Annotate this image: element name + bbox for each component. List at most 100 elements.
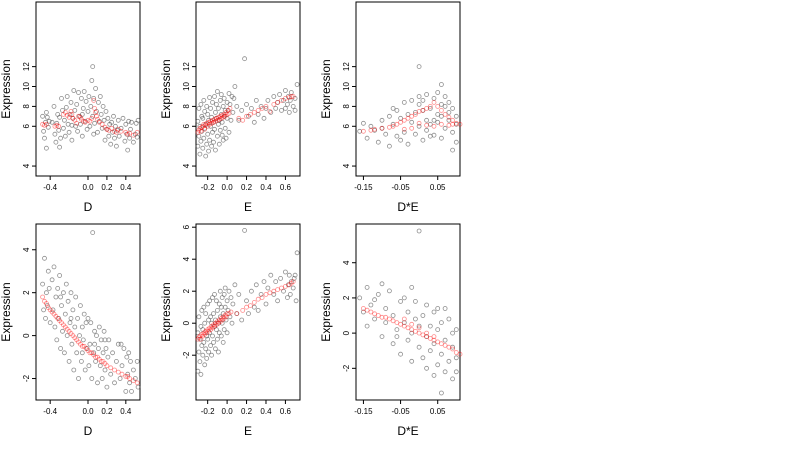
data-point <box>80 106 86 111</box>
data-point <box>207 298 213 304</box>
data-point <box>198 128 204 134</box>
data-point <box>40 113 45 119</box>
data-point <box>212 317 218 323</box>
data-point <box>118 125 124 131</box>
x-tick-label: 0.6 <box>280 407 292 416</box>
data-point <box>74 337 80 343</box>
data-point <box>201 304 207 310</box>
data-point <box>438 320 444 326</box>
data-point <box>453 120 459 126</box>
data-point <box>234 311 240 317</box>
data-point <box>420 313 426 318</box>
data-point <box>45 305 51 311</box>
data-point <box>73 294 79 300</box>
x-tick-label: 0.0 <box>222 183 234 192</box>
data-point <box>223 314 229 320</box>
data-point <box>450 376 456 382</box>
data-point <box>66 358 72 364</box>
data-point <box>379 117 385 123</box>
data-point <box>412 316 418 322</box>
data-point <box>210 333 215 339</box>
data-point <box>431 100 437 105</box>
data-point <box>125 147 131 153</box>
data-point <box>390 313 396 318</box>
data-point <box>94 109 99 114</box>
data-point <box>412 328 418 334</box>
data-point <box>424 127 430 133</box>
data-point <box>53 294 59 300</box>
data-point <box>240 307 246 313</box>
data-point <box>211 119 216 125</box>
data-point <box>55 315 61 321</box>
data-point <box>127 130 133 136</box>
data-point <box>196 335 202 341</box>
data-point <box>89 78 95 83</box>
data-point <box>287 98 293 103</box>
data-point <box>81 89 87 94</box>
data-point <box>263 291 269 297</box>
y-tick-label: 4 <box>342 260 351 265</box>
data-point <box>265 285 271 291</box>
data-point <box>416 123 422 129</box>
data-point <box>212 118 218 124</box>
data-point <box>205 336 211 342</box>
y-tick-label: 0 <box>342 330 351 335</box>
data-point <box>76 113 81 119</box>
data-point <box>268 110 274 115</box>
data-point <box>82 118 88 124</box>
data-point <box>99 376 105 381</box>
data-point <box>220 339 226 345</box>
y-tick-label: -2 <box>182 351 191 359</box>
data-point <box>135 384 141 390</box>
data-point <box>197 333 203 339</box>
data-point <box>80 337 86 343</box>
data-point <box>412 131 418 137</box>
data-point <box>401 316 407 322</box>
data-point <box>230 110 236 115</box>
data-point <box>290 279 296 285</box>
data-point <box>71 367 77 373</box>
data-point <box>277 92 283 97</box>
data-point <box>108 365 114 371</box>
data-point <box>209 120 215 126</box>
data-point <box>427 104 433 109</box>
data-point <box>286 272 292 278</box>
data-point <box>375 291 381 297</box>
data-point <box>251 299 257 305</box>
data-point <box>398 119 404 125</box>
y-tick-label: 6 <box>22 124 31 129</box>
data-point <box>211 119 216 125</box>
data-point <box>199 124 205 130</box>
data-point <box>275 100 281 105</box>
data-point <box>222 285 228 291</box>
data-point <box>200 333 206 339</box>
data-point <box>204 141 210 147</box>
data-point <box>292 108 298 113</box>
data-point <box>68 331 74 336</box>
data-point <box>203 122 209 128</box>
plot-frame <box>195 1 301 177</box>
data-point <box>228 295 234 301</box>
data-point <box>44 300 49 306</box>
data-point <box>45 124 51 130</box>
series-2 <box>360 100 463 134</box>
panel-2: -0.2 0.0 0.2 0.4 0.6 4 6 8 10 12 E Expression <box>159 1 301 214</box>
data-point <box>69 341 75 347</box>
x-tick-label: -0.05 <box>391 407 410 416</box>
data-point <box>442 104 448 109</box>
data-point <box>62 117 67 123</box>
data-point <box>68 109 74 114</box>
data-point <box>83 346 89 351</box>
data-point <box>409 125 415 131</box>
data-point <box>124 131 130 137</box>
data-point <box>405 337 411 343</box>
data-point <box>263 104 269 109</box>
data-point <box>424 334 430 340</box>
data-point <box>427 133 433 139</box>
data-point <box>431 123 437 129</box>
series-2 <box>195 94 296 135</box>
data-point <box>96 324 102 330</box>
data-point <box>62 324 68 330</box>
data-point <box>364 135 370 141</box>
data-point <box>446 316 452 322</box>
